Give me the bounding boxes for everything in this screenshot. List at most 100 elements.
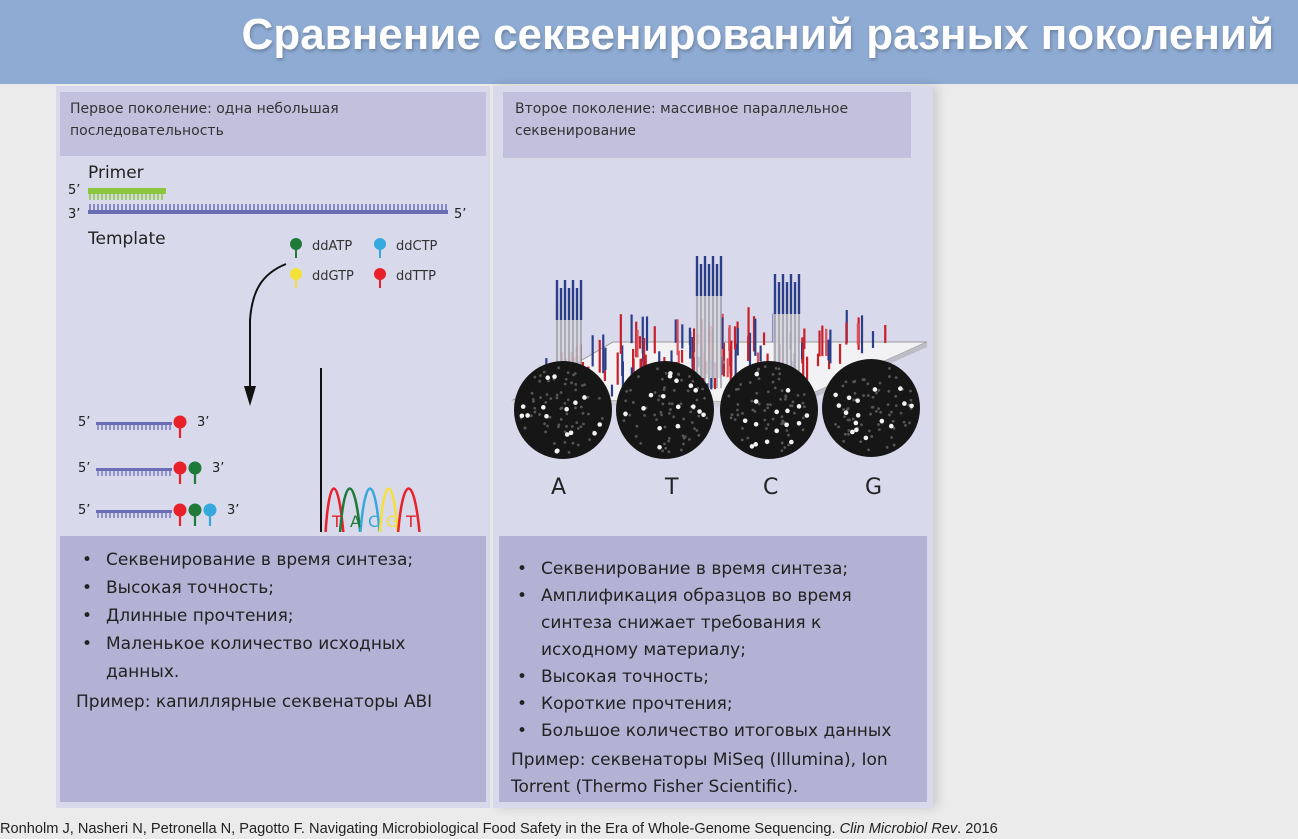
fragment-5prime: 5’ [78,461,90,476]
bullet-item: Короткие прочтения; [511,691,919,718]
fluorescent-spot [520,404,526,409]
fluorescent-spot [749,444,755,449]
fluorescent-spot [872,387,878,392]
trace-letter-t: T [331,512,342,531]
fluorescent-spot [564,406,569,412]
fluorescent-spot [753,421,759,427]
fragment-strand [96,510,172,513]
fragment-row: 5’ 3’ [78,461,224,484]
fragment-5prime: 5’ [78,503,90,518]
reaction-arrow [249,263,287,392]
fluorescent-spot [855,398,860,403]
fluorescent-spot [564,432,570,437]
fluorescent-spot [648,392,654,398]
slide-title: Сравнение секвенирований разных поколени… [241,10,1274,59]
flowcell-image [616,361,714,459]
fluorescent-spot [753,442,759,447]
fluorescent-spot [697,409,702,414]
fluorescent-spot [623,411,628,417]
fluorescent-spot [541,405,546,410]
fluorescent-spot [554,449,560,454]
fragment-3prime: 3’ [212,461,224,476]
first-generation-summary: Секвенирование в время синтеза; Высокая … [60,536,486,802]
flowcell-letter: G [865,475,882,500]
fluorescent-spot [754,371,760,377]
fragment-3prime: 3’ [227,503,239,518]
fluorescent-spot [675,423,681,429]
flowcell-image [822,359,920,457]
fluorescent-spot [850,429,855,435]
fluorescent-spot [888,423,894,429]
fluorescent-spot [674,378,679,384]
fluorescent-spot [846,395,852,401]
dd-pin-icon [173,461,187,475]
fluorescent-spot [544,413,549,419]
fluorescent-spot [764,439,770,445]
dd-pin-icon [173,415,187,429]
fluorescent-spot [568,430,574,436]
fluorescent-spot [592,431,597,436]
dd-pin-icon [188,461,202,475]
first-generation-bullets: Секвенирование в время синтеза; Высокая … [76,546,478,686]
template-5prime: 5’ [454,207,466,222]
fluorescent-spot [796,420,802,426]
template-ticks [89,204,447,210]
fluorescent-spot [836,403,842,408]
ddntp-label: ddGTP [312,269,354,284]
peak-t2 [396,487,421,532]
fluorescent-spot [597,422,603,427]
fluorescent-spot [774,428,779,434]
citation: Ronholm J, Nasheri N, Petronella N, Pago… [0,821,998,837]
bullet-item: Высокая точность; [76,574,478,602]
flowcell-letter: C [763,475,778,500]
fluorescent-spot [701,412,706,418]
fluorescent-spot [785,388,791,393]
second-generation-example: Пример: секвенаторы MiSeq (Illumina), Io… [511,750,888,797]
fluorescent-spot [902,401,907,406]
fluorescent-spot [854,427,859,433]
dd-pin-icon [203,503,217,517]
fluorescent-spot [675,404,681,410]
fluorescent-spot [657,425,662,431]
bullet-item: Длинные прочтения; [76,602,478,630]
fluorescent-spot [519,413,525,419]
first-generation-header: Первое поколение: одна небольшая последо… [60,92,486,156]
fragment-row: 5’ 3’ [78,503,239,526]
second-generation-bullets: Секвенирование в время синтеза; Амплифик… [511,556,919,745]
fragment-3prime: 3’ [197,415,209,430]
trace-letter-c: C [368,512,379,531]
fluorescent-spot [855,413,861,418]
fragment-row: 5’ 3’ [78,415,209,438]
fluorescent-spot [552,374,557,379]
fluorescent-spot [545,375,551,381]
ddctp-pin-icon [374,238,386,258]
fluorescent-spot [789,439,794,445]
primer-ticks [89,194,163,200]
peak-t1 [324,487,345,532]
fluorescent-spot [742,418,748,424]
ddttp-pin-icon [374,268,386,288]
fluorescent-spot [853,420,859,426]
ddntp-label: ddCTP [396,239,438,254]
fluorescent-spot [668,371,673,376]
peak-g [378,487,399,532]
first-generation-example: Пример: капиллярные секвенаторы ABI [76,692,433,712]
fluorescent-spot [784,422,789,428]
fluorescent-spot [582,395,587,400]
fluorescence-images [514,359,920,459]
citation-text: Ronholm J, Nasheri N, Petronella N, Pago… [0,821,836,837]
ddntp-label: ddATP [312,239,352,254]
ddntp-legend: ddATP ddCTP ddGTP ddTTP [290,238,438,288]
fragment-5prime: 5’ [78,415,90,430]
sanger-diagram: Primer 5’ 3’ 5’ Template ddATP ddCTP ddG… [68,163,466,532]
fluorescent-spot [833,392,838,398]
dd-pin-icon [188,503,202,517]
template-label: Template [87,229,166,249]
fluorescent-spot [753,399,759,404]
fluorescent-spot [804,413,810,418]
ddntp-label: ddTTP [396,269,436,284]
fluorescent-spot [785,408,790,414]
fluorescent-spot [641,406,646,411]
fluorescent-spot [693,388,698,393]
second-generation-header: Второе поколение: массивное параллельное… [503,92,911,158]
